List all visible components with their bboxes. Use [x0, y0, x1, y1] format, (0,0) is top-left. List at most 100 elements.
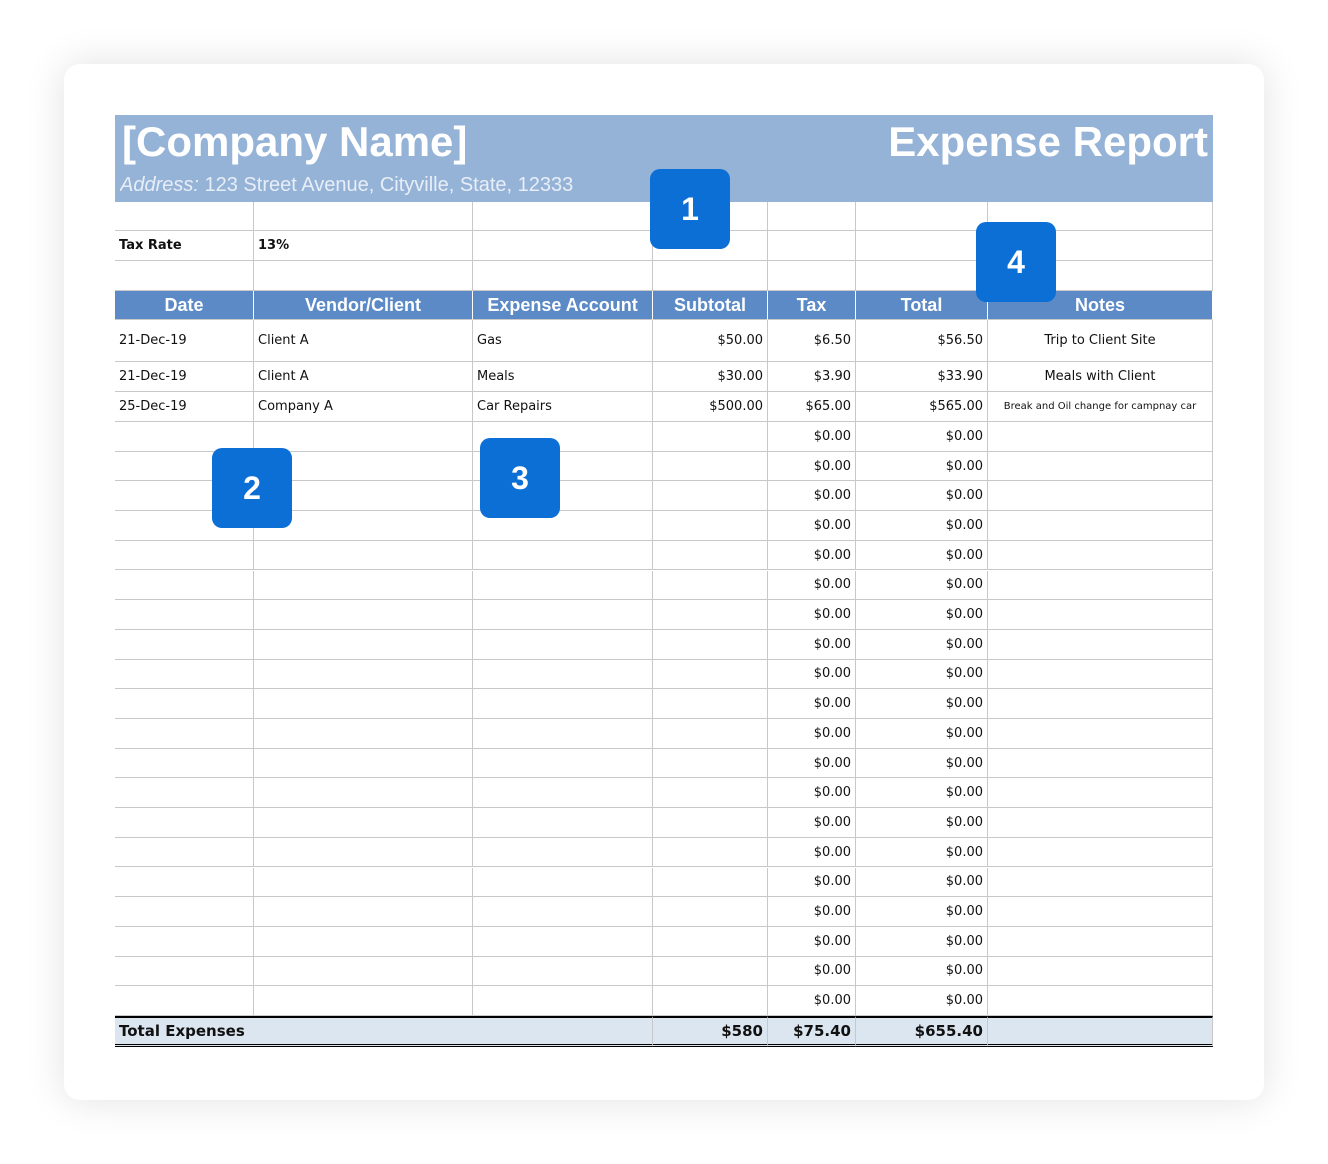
table-cell: Client A — [254, 362, 473, 392]
table-cell: Break and Oil change for campnay car — [988, 392, 1213, 422]
table-cell: $65.00 — [768, 392, 856, 422]
table-cell — [988, 956, 1213, 987]
table-cell — [473, 748, 653, 779]
table-cell: Meals — [473, 362, 653, 392]
table-cell: $0.00 — [768, 926, 856, 957]
table-cell — [473, 540, 653, 571]
cell — [653, 231, 768, 261]
table-cell — [653, 897, 768, 927]
table-cell — [473, 689, 653, 719]
table-cell: Gas — [473, 320, 653, 362]
total-tax: $75.40 — [768, 1016, 856, 1047]
table-cell — [653, 570, 768, 601]
table-cell — [988, 748, 1213, 779]
table-cell: Trip to Client Site — [988, 320, 1213, 362]
address: Address: 123 Street Avenue, Cityville, S… — [120, 174, 573, 197]
table-cell: $0.00 — [856, 629, 988, 660]
table-cell: $0.00 — [856, 897, 988, 927]
table-cell: Meals with Client — [988, 362, 1213, 392]
table-cell: $0.00 — [856, 719, 988, 749]
table-cell: Car Repairs — [473, 392, 653, 422]
table-cell: $0.00 — [856, 808, 988, 838]
table-cell — [115, 926, 254, 957]
table-cell — [653, 719, 768, 749]
table-cell — [988, 451, 1213, 482]
table-cell — [254, 481, 473, 512]
table-cell — [115, 837, 254, 868]
table-cell: $0.00 — [768, 897, 856, 927]
table-cell: $0.00 — [856, 837, 988, 868]
table-cell — [254, 422, 473, 452]
callout-badge: 1 — [650, 169, 730, 249]
table-cell — [988, 570, 1213, 601]
table-cell: $0.00 — [856, 600, 988, 630]
table-cell: $0.00 — [856, 659, 988, 690]
table-cell — [653, 600, 768, 630]
table-cell: 21-Dec-19 — [115, 362, 254, 392]
table-cell — [473, 422, 653, 452]
table-cell — [988, 540, 1213, 571]
table-cell: $0.00 — [856, 986, 988, 1016]
table-cell — [473, 956, 653, 987]
table-cell — [115, 600, 254, 630]
table-cell — [254, 600, 473, 630]
table-cell — [988, 689, 1213, 719]
table-cell — [115, 748, 254, 779]
table-cell — [653, 659, 768, 690]
column-header: Expense Account — [473, 291, 653, 320]
table-cell — [473, 600, 653, 630]
cell — [254, 202, 473, 231]
table-cell — [254, 659, 473, 690]
table-cell — [653, 511, 768, 541]
column-header: Subtotal — [653, 291, 768, 320]
cell — [473, 202, 653, 231]
table-cell — [254, 540, 473, 571]
table-cell — [653, 422, 768, 452]
table-cell — [988, 481, 1213, 512]
cell — [856, 261, 988, 291]
table-cell — [115, 778, 254, 809]
table-cell: $33.90 — [856, 362, 988, 392]
table-cell: $0.00 — [856, 748, 988, 779]
table-cell: 25-Dec-19 — [115, 392, 254, 422]
table-cell — [254, 511, 473, 541]
cell — [653, 261, 768, 291]
company-name: [Company Name] — [122, 118, 468, 165]
table-cell: $0.00 — [856, 778, 988, 809]
cell — [473, 231, 653, 261]
table-cell — [473, 867, 653, 898]
table-cell: Company A — [254, 392, 473, 422]
table-cell — [653, 481, 768, 512]
cell — [768, 202, 856, 231]
table-cell: $6.50 — [768, 320, 856, 362]
table-cell — [115, 956, 254, 987]
column-header: Date — [115, 291, 254, 320]
table-cell — [115, 422, 254, 452]
table-cell — [254, 808, 473, 838]
table-cell — [115, 986, 254, 1016]
column-header: Notes — [988, 291, 1213, 320]
cell — [254, 261, 473, 291]
table-cell — [473, 808, 653, 838]
table-cell — [254, 986, 473, 1016]
table-cell — [115, 897, 254, 927]
table-cell — [115, 659, 254, 690]
table-cell: Client A — [254, 320, 473, 362]
table-cell — [653, 956, 768, 987]
column-header: Vendor/Client — [254, 291, 473, 320]
table-cell: $0.00 — [856, 422, 988, 452]
column-header: Total — [856, 291, 988, 320]
table-cell — [115, 689, 254, 719]
cell — [115, 261, 254, 291]
table-cell — [988, 629, 1213, 660]
table-cell: $0.00 — [768, 867, 856, 898]
table-cell: $0.00 — [768, 511, 856, 541]
table-cell: 21-Dec-19 — [115, 320, 254, 362]
table-cell: $50.00 — [653, 320, 768, 362]
total-subtotal: $580 — [653, 1016, 768, 1047]
total-total: $655.40 — [856, 1016, 988, 1047]
table-cell — [473, 719, 653, 749]
table-cell: $0.00 — [768, 748, 856, 779]
table-cell — [653, 689, 768, 719]
table-cell — [653, 926, 768, 957]
